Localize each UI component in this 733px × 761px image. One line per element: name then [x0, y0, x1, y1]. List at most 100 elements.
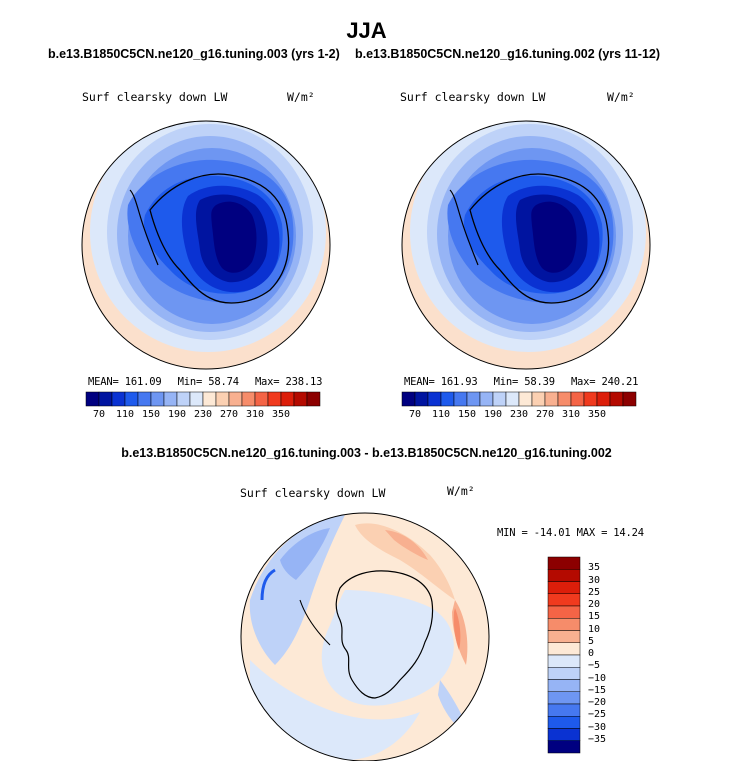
colorbar-right-tick-label: 70: [408, 409, 422, 420]
colorbar-diff-swatch: [547, 569, 581, 582]
case-title-right: b.e13.B1850C5CN.ne120_g16.tuning.002 (yr…: [355, 47, 661, 61]
colorbar-right-swatch: [518, 391, 533, 407]
colorbar-right-swatch: [466, 391, 481, 407]
colorbar-diff-tick-label: 35: [588, 562, 601, 574]
colorbar-left-swatch: [137, 391, 152, 407]
stats-right: MEAN= 161.93 Min= 58.39 Max= 240.21: [404, 376, 638, 388]
colorbar-diff-tick-label: −10: [588, 672, 607, 684]
colorbar-right-tick-label: 310: [561, 409, 581, 420]
colorbar-diff-tick-label: −15: [588, 684, 607, 696]
colorbar-left-swatch: [163, 391, 178, 407]
colorbar-diff-swatch: [547, 630, 581, 643]
field-diff: [241, 513, 489, 761]
colorbar-diff-tick-label: 0: [588, 648, 595, 659]
colorbar-left-swatch: [124, 391, 139, 407]
figure-title: JJA: [346, 18, 387, 43]
field-left: [82, 121, 330, 369]
colorbar-diff: [547, 556, 581, 754]
colorbar-right-swatch: [401, 391, 416, 407]
colorbar-diff-swatch: [547, 556, 581, 570]
colorbar-labels-right: 70 110 150 190 230 270 310 350: [402, 409, 636, 423]
colorbar-diff-swatch: [547, 703, 581, 717]
colorbar-diff-swatch: [547, 667, 581, 680]
colorbar-right-swatch: [440, 391, 455, 407]
colorbar-left-swatch: [267, 391, 282, 407]
colorbar-diff-swatch: [547, 654, 581, 668]
colorbar-diff-swatch: [547, 581, 581, 594]
colorbar-diff-tick-label: 20: [588, 599, 601, 610]
min-value-left: Min= 58.74: [177, 376, 239, 388]
colorbar-diff-swatch: [547, 716, 581, 729]
stats-left: MEAN= 161.09 Min= 58.74 Max= 238.13: [88, 376, 322, 388]
colorbar-left-tick-label: 230: [193, 409, 213, 420]
mean-value-left: MEAN= 161.09: [88, 376, 162, 388]
min-value-right: Min= 58.39: [493, 376, 555, 388]
colorbar-diff-swatch: [547, 618, 581, 631]
colorbar-diff-swatch: [547, 691, 581, 705]
colorbar-left-tick-label: 150: [141, 409, 161, 420]
colorbar-left-tick-label: 190: [167, 409, 187, 420]
colorbar-labels-diff: 35 30 25 20 15 10 5 0 −5 −10 −15 −20 −25 −30 −35: [588, 557, 628, 753]
case-title-left: b.e13.B1850C5CN.ne120_g16.tuning.003 (yr…: [48, 47, 340, 61]
colorbar-diff-swatch: [547, 593, 581, 607]
colorbar-right-swatch: [531, 391, 546, 407]
colorbar-left-swatch: [280, 391, 295, 407]
diff-minmax: MIN = -14.01 MAX = 14.24: [497, 527, 644, 539]
colorbar-left-tick-label: 70: [92, 409, 106, 420]
colorbar-left-swatch: [98, 391, 113, 407]
colorbar-left-swatch: [176, 391, 191, 407]
colorbar-left-tick-label: 110: [115, 409, 135, 420]
colorbar-right-tick-label: 350: [587, 409, 607, 420]
colorbar-left-swatch: [85, 391, 100, 407]
colorbar-right-swatch: [427, 391, 442, 407]
colorbar-right-swatch: [505, 391, 520, 407]
colorbar-diff-swatch: [547, 605, 581, 619]
colorbar-left: [85, 391, 321, 407]
colorbar-right-swatch: [544, 391, 559, 407]
colorbar-right-swatch: [570, 391, 585, 407]
colorbar-left-swatch: [111, 391, 126, 407]
colorbar-left-swatch: [150, 391, 165, 407]
units-label-left: W/m²: [287, 90, 315, 104]
diff-title: b.e13.B1850C5CN.ne120_g16.tuning.003 - b…: [121, 446, 612, 460]
colorbar-left-swatch: [189, 391, 204, 407]
colorbar-diff-swatch: [547, 642, 581, 656]
colorbar-diff-tick-label: 25: [588, 586, 601, 598]
colorbar-right-tick-label: 110: [431, 409, 451, 420]
colorbar-right-tick-label: 190: [483, 409, 503, 420]
colorbar-left-swatch: [241, 391, 256, 407]
colorbar-diff-swatch: [547, 679, 581, 692]
mean-value-right: MEAN= 161.93: [404, 376, 478, 388]
colorbar-left-tick-label: 310: [245, 409, 265, 420]
colorbar-right-swatch: [596, 391, 611, 407]
colorbar-right-tick-label: 230: [509, 409, 529, 420]
variable-label-left: Surf clearsky down LW: [82, 90, 228, 104]
variable-label-right: Surf clearsky down LW: [400, 90, 546, 104]
colorbar-right-swatch: [583, 391, 598, 407]
colorbar-left-swatch: [215, 391, 230, 407]
colorbar-right-swatch: [479, 391, 494, 407]
colorbar-labels-left: 70 110 150 190 230 270 310 350: [86, 409, 320, 423]
colorbar-diff-swatch: [547, 740, 581, 754]
colorbar-left-swatch: [306, 391, 321, 407]
units-label-right: W/m²: [607, 90, 635, 104]
colorbar-diff-tick-label: −20: [588, 697, 607, 708]
colorbar-right: [401, 391, 637, 407]
max-value-left: Max= 238.13: [254, 376, 323, 388]
colorbar-right-tick-label: 150: [457, 409, 477, 420]
colorbar-left-swatch: [228, 391, 243, 407]
colorbar-diff-tick-label: −5: [588, 660, 601, 672]
colorbar-diff-tick-label: 10: [588, 623, 601, 635]
colorbar-diff-tick-label: −25: [588, 709, 607, 721]
field-right: [402, 121, 650, 369]
colorbar-diff-swatch: [547, 728, 581, 741]
colorbar-right-swatch: [609, 391, 624, 407]
colorbar-left-swatch: [254, 391, 269, 407]
colorbar-diff-tick-label: 5: [588, 635, 595, 647]
colorbar-right-swatch: [492, 391, 507, 407]
colorbar-right-tick-label: 270: [535, 409, 555, 420]
colorbar-right-swatch: [453, 391, 468, 407]
units-label-diff: W/m²: [447, 484, 475, 498]
colorbar-diff-tick-label: 15: [588, 611, 601, 623]
